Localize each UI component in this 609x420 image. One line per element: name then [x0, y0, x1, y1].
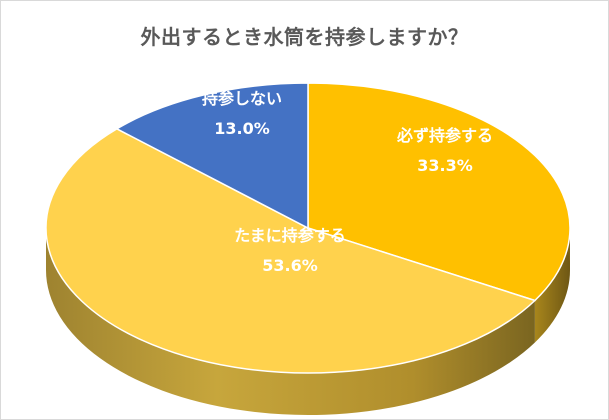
slice-label-value-3: 13.0% [214, 119, 270, 138]
pie-slice-1 [307, 82, 571, 302]
slice-label-name-1: 必ず持参する [396, 126, 493, 145]
slice-label-value-2: 53.6% [262, 256, 318, 275]
pie-slice-2 [45, 127, 537, 374]
slice-label-value-1: 33.3% [417, 156, 473, 175]
chart-title: 外出するとき水筒を持参しますか？ [140, 25, 469, 49]
pie-slice-3 [115, 82, 309, 230]
slice-label-name-3: 持参しない [202, 89, 282, 108]
slice-label-name-2: たまに持参する [234, 226, 346, 245]
pie-side-2 [46, 228, 535, 416]
pie-side-1 [534, 228, 570, 343]
